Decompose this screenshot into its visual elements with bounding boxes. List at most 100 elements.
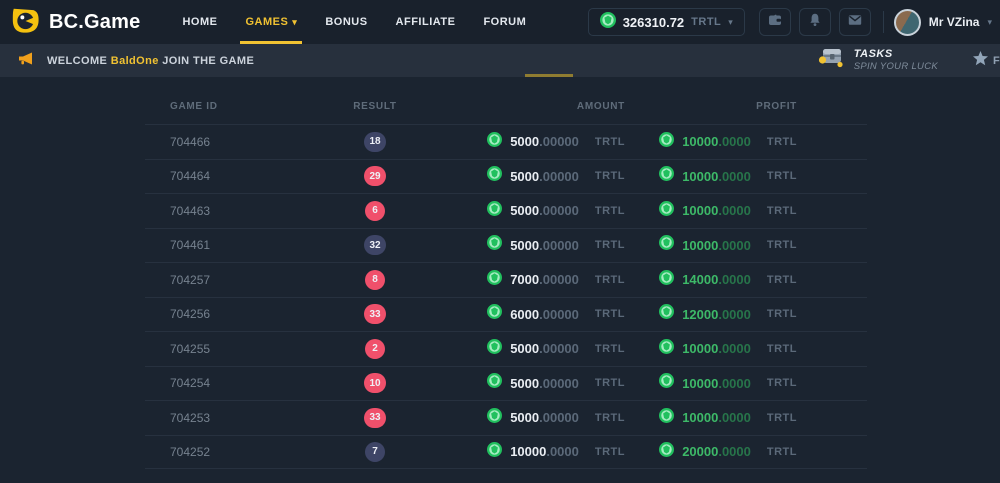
active-tab-underline	[240, 41, 303, 44]
profit-currency: TRTL	[766, 239, 797, 252]
bell-icon	[807, 12, 823, 33]
profit-cell: 14000.0000 TRTL	[625, 269, 797, 290]
profit-int: 10000	[682, 237, 719, 253]
amount-cell: 5000.00000 TRTL	[435, 407, 625, 428]
nav-item-forum[interactable]: FORUM	[483, 0, 526, 44]
profit-currency: TRTL	[766, 273, 797, 286]
table-row[interactable]: 704255 2 5000.00000 TRTL	[145, 331, 867, 366]
coin-icon	[487, 200, 510, 221]
amount-cell: 5000.00000 TRTL	[435, 235, 625, 255]
profit-int: 10000	[682, 168, 719, 184]
chevron-down-icon: ▾	[728, 16, 733, 27]
megaphone-icon	[17, 50, 34, 72]
welcome-text: WELCOME	[47, 54, 108, 67]
result-badge: 33	[364, 407, 386, 428]
game-id: 704461	[170, 238, 211, 253]
profit-dec: .0000	[718, 306, 751, 322]
table-body: 704466 18 5000.00000 TRTL	[145, 124, 867, 469]
balance-amount: 326310.72	[622, 14, 685, 30]
table-row[interactable]: 704253 33 5000.00000 TRTL	[145, 400, 867, 435]
nav-item-label: GAMES	[245, 16, 289, 28]
result-badge: 29	[364, 166, 386, 187]
nav-item-home[interactable]: HOME	[182, 0, 217, 44]
nav-item-affiliate[interactable]: AFFILIATE	[396, 0, 456, 44]
header-profit: PROFIT	[756, 100, 797, 112]
nav-item-bonus[interactable]: BONUS	[325, 0, 367, 44]
chevron-down-icon: ▾	[292, 16, 298, 27]
balance-selector[interactable]: 326310.72 TRTL ▾	[587, 8, 745, 36]
navbar-right: 326310.72 TRTL ▾	[587, 8, 1000, 36]
wallet-button[interactable]	[758, 8, 791, 36]
amount-cell: 5000.00000 TRTL	[435, 200, 625, 221]
table-row[interactable]: 704257 8 7000.00000 TRTL	[145, 262, 867, 297]
amount-int: 10000	[510, 444, 547, 460]
nav-item-games[interactable]: GAMES ▾	[240, 0, 303, 44]
amount-cell: 10000.0000 TRTL	[435, 441, 625, 462]
table-row[interactable]: 704463 6 5000.00000 TRTL	[145, 193, 867, 228]
avatar	[893, 8, 921, 36]
result-badge: 2	[365, 338, 385, 359]
coin-icon	[659, 441, 682, 462]
result-badge: 33	[364, 304, 386, 325]
amount-dec: .00000	[539, 237, 579, 253]
table-row[interactable]: 704464 29 5000.00000 TRTL	[145, 158, 867, 194]
favorites-label-partial: F	[993, 54, 1000, 67]
profit-cell: 10000.0000 TRTL	[625, 131, 797, 152]
notifications-button[interactable]	[798, 8, 831, 36]
coin-icon	[659, 338, 682, 359]
brand-name: BC.Game	[49, 10, 141, 33]
table-row[interactable]: 704254 10 5000.00000 TRTL	[145, 365, 867, 401]
profit-currency: TRTL	[766, 135, 797, 148]
section-tab-indicator	[525, 74, 573, 77]
profit-int: 10000	[682, 203, 719, 219]
brand[interactable]: BC.Game	[10, 5, 140, 40]
tasks-labels: TASKS SPIN YOUR LUCK	[854, 48, 938, 73]
profit-dec: .0000	[718, 444, 751, 460]
amount-dec: .00000	[539, 410, 579, 426]
coin-icon	[487, 373, 510, 393]
top-navbar: BC.Game HOME GAMES ▾ BONUS AFFILIATE FOR…	[0, 0, 1000, 44]
favorites-shortcut[interactable]: F	[972, 44, 1000, 77]
table-header-row: GAME ID RESULT AMOUNT PROFIT	[145, 88, 867, 124]
table-row[interactable]: 704256 33 6000.00000 TRTL	[145, 296, 867, 332]
coin-icon	[659, 304, 682, 324]
chevron-down-icon: ▾	[987, 16, 992, 27]
coin-icon	[659, 269, 682, 290]
coin-icon	[487, 269, 510, 290]
table-row[interactable]: 704461 32 5000.00000 TRTL	[145, 227, 867, 263]
main-nav: HOME GAMES ▾ BONUS AFFILIATE FORUM	[182, 0, 526, 44]
profit-cell: 10000.0000 TRTL	[625, 373, 797, 393]
tasks-subtitle: SPIN YOUR LUCK	[853, 61, 938, 73]
table-row[interactable]: 704252 7 10000.0000 TRTL	[145, 434, 867, 469]
amount-dec: .0000	[546, 444, 579, 460]
divider	[882, 11, 884, 33]
treasure-chest-icon	[818, 46, 845, 75]
profit-currency: TRTL	[766, 204, 797, 217]
amount-currency: TRTL	[594, 342, 625, 355]
amount-currency: TRTL	[594, 377, 625, 390]
mail-icon	[847, 12, 863, 33]
balance-currency: TRTL	[691, 16, 722, 28]
announcement-bar: WELCOME BaldOne JOIN THE GAME TASKS SPIN…	[0, 44, 1000, 77]
profit-cell: 12000.0000 TRTL	[625, 304, 797, 324]
header-result: RESULT	[353, 100, 397, 112]
amount-dec: .00000	[539, 306, 579, 322]
user-name: Mr VZina	[928, 15, 980, 29]
result-badge: 32	[364, 235, 386, 256]
coin-icon	[487, 235, 510, 255]
result-badge: 7	[365, 441, 385, 462]
profit-currency: TRTL	[766, 445, 797, 458]
coin-icon	[659, 235, 682, 255]
profit-int: 14000	[682, 272, 719, 288]
messages-button[interactable]	[838, 8, 871, 36]
amount-currency: TRTL	[594, 273, 625, 286]
amount-dec: .00000	[539, 168, 579, 184]
table-row[interactable]: 704466 18 5000.00000 TRTL	[145, 124, 867, 159]
tasks-shortcut[interactable]: TASKS SPIN YOUR LUCK	[818, 44, 938, 77]
announcement-text: WELCOME BaldOne JOIN THE GAME	[47, 55, 254, 67]
profit-dec: .0000	[718, 237, 751, 253]
amount-int: 5000	[510, 134, 540, 150]
game-id: 704254	[170, 376, 211, 391]
user-menu[interactable]: Mr VZina ▾	[893, 8, 992, 36]
header-game-id: GAME ID	[170, 100, 218, 112]
